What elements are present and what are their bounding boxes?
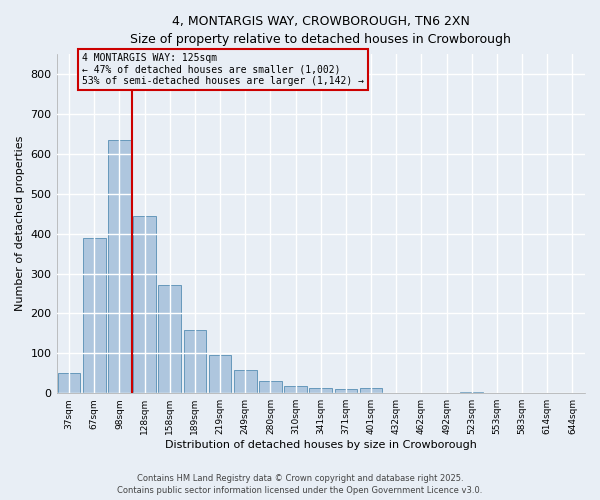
X-axis label: Distribution of detached houses by size in Crowborough: Distribution of detached houses by size … <box>165 440 477 450</box>
Bar <box>83 238 106 393</box>
Bar <box>58 374 80 393</box>
Bar <box>460 392 483 393</box>
Text: Contains HM Land Registry data © Crown copyright and database right 2025.
Contai: Contains HM Land Registry data © Crown c… <box>118 474 482 495</box>
Bar <box>108 140 131 393</box>
Bar <box>184 330 206 393</box>
Bar <box>259 381 282 393</box>
Text: 4 MONTARGIS WAY: 125sqm
← 47% of detached houses are smaller (1,002)
53% of semi: 4 MONTARGIS WAY: 125sqm ← 47% of detache… <box>82 53 364 86</box>
Title: 4, MONTARGIS WAY, CROWBOROUGH, TN6 2XN
Size of property relative to detached hou: 4, MONTARGIS WAY, CROWBOROUGH, TN6 2XN S… <box>130 15 511 46</box>
Bar <box>209 354 232 393</box>
Y-axis label: Number of detached properties: Number of detached properties <box>15 136 25 312</box>
Bar <box>335 389 357 393</box>
Bar <box>360 388 382 393</box>
Bar <box>133 216 156 393</box>
Bar <box>234 370 257 393</box>
Bar <box>158 286 181 393</box>
Bar <box>284 386 307 393</box>
Bar <box>310 388 332 393</box>
